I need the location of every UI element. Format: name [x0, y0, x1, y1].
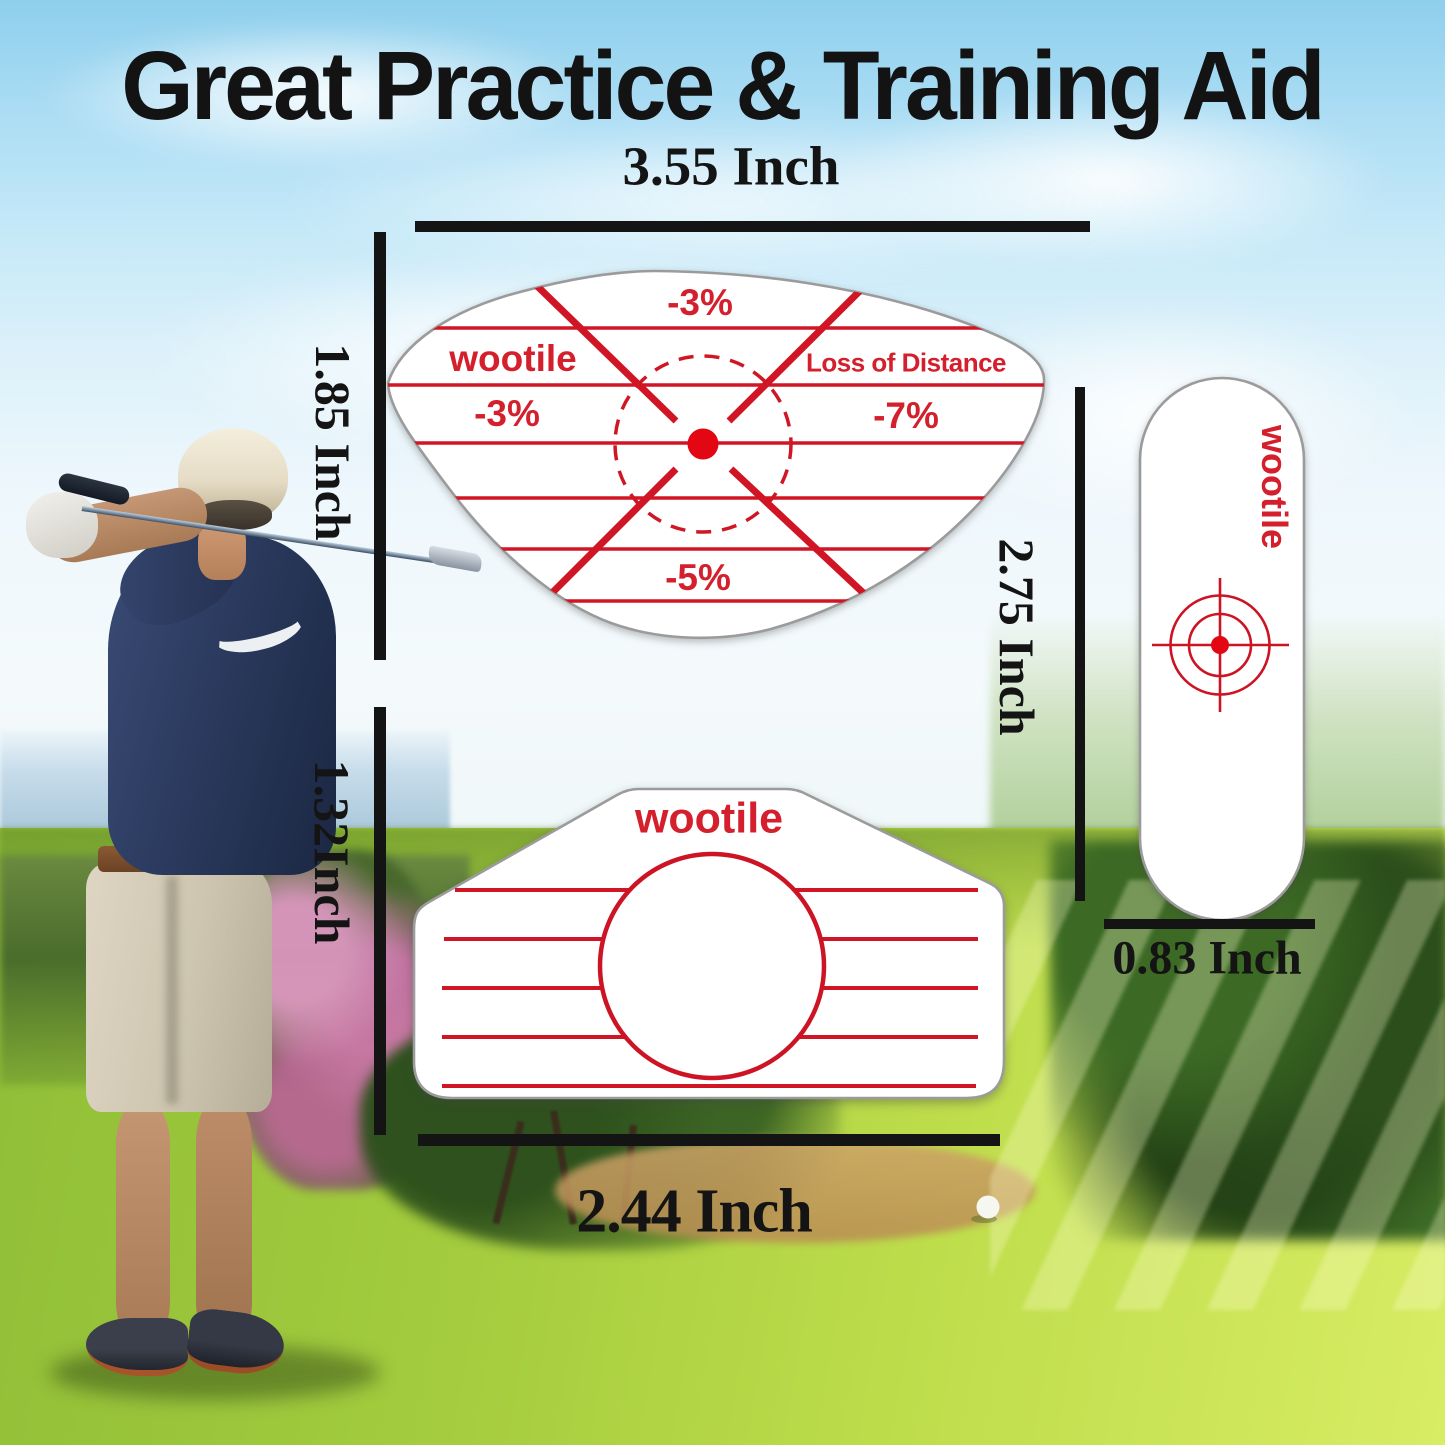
golfer — [0, 420, 540, 1430]
dim-line-width-putter — [1104, 919, 1315, 929]
driver-zone-right: -7% — [873, 395, 939, 436]
shorts-crease — [166, 876, 178, 1104]
driver-zone-bottom: -5% — [665, 557, 731, 598]
golf-ball — [976, 1195, 1000, 1219]
driver-impact-sticker — [386, 269, 1046, 640]
golfer-left-leg — [116, 1102, 170, 1344]
dim-label-driver-width: 3.55 Inch — [622, 135, 840, 197]
dim-label-putter-height: 2.75 Inch — [989, 538, 1045, 736]
dim-label-driver-height: 1.85 Inch — [305, 343, 361, 541]
golfer-shorts — [86, 864, 272, 1112]
dim-label-iron-height: 1.32Inch — [304, 759, 360, 945]
golfer-right-leg — [196, 1098, 252, 1346]
sand-path — [555, 1138, 1035, 1243]
dim-line-width-driver — [415, 221, 1090, 232]
driver-zone-top: -3% — [667, 282, 733, 323]
golfer-left-shoe — [86, 1318, 188, 1376]
golfer-glove — [26, 492, 98, 558]
iron-brand-logo: wootile — [634, 794, 784, 843]
dim-line-height-driver — [374, 232, 386, 660]
dim-line-height-iron — [374, 707, 386, 1135]
putter-brand-logo: wootile — [1254, 425, 1295, 549]
mowed-stripes — [990, 880, 1445, 1310]
dim-line-height-putter — [1075, 387, 1085, 901]
dim-label-iron-width: 2.44 Inch — [576, 1177, 813, 1246]
driver-zone-left: -3% — [474, 393, 540, 434]
iron-center-circle — [597, 851, 827, 1081]
headline: Great Practice & Training Aid — [121, 31, 1325, 140]
sweet-spot-circle — [613, 354, 793, 534]
dim-line-width-iron — [418, 1134, 1000, 1146]
dim-label-putter-width: 0.83 Inch — [1112, 931, 1302, 985]
driver-brand-logo: wootile — [449, 338, 577, 379]
sweet-spot-dot — [687, 428, 719, 460]
driver-loss-note: Loss of Distance — [805, 347, 1007, 378]
target-icon — [1152, 578, 1289, 712]
